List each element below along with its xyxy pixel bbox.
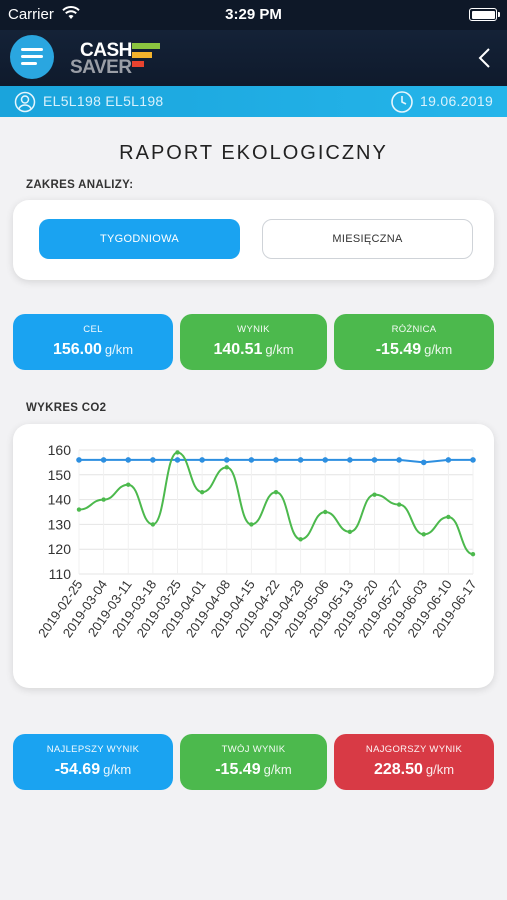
co2-chart-label: WYKRES CO2 (26, 402, 107, 414)
cash-saver-logo: CASH SAVER (70, 40, 170, 78)
status-bar: Carrier 3:29 PM (0, 0, 507, 30)
data-point-series-2 (76, 507, 82, 512)
data-point-series-2 (175, 450, 180, 455)
y-tick-label: 110 (49, 566, 72, 582)
data-point-series-2 (396, 502, 402, 507)
data-point-series-2 (298, 537, 303, 542)
logo-text-saver: SAVER (70, 57, 132, 78)
data-point-series-1 (100, 457, 107, 463)
report-date: 19.06.2019 (420, 93, 494, 109)
your-result-label: TWÓJ WYNIK (221, 744, 286, 755)
best-result-unit: g/km (103, 762, 132, 777)
app-header: CASH SAVER (0, 30, 507, 86)
difference-unit: g/km (424, 342, 453, 357)
best-result-label: NAJLEPSZY WYNIK (46, 744, 140, 755)
target-label: CEL (83, 324, 103, 335)
data-point-series-1 (470, 457, 476, 463)
series-line-2 (78, 451, 474, 556)
data-point-series-1 (445, 457, 452, 463)
monthly-button[interactable]: MIESIĘCZNA (262, 219, 473, 259)
menu-button[interactable] (10, 35, 54, 79)
logo-flag-icon (132, 43, 160, 67)
best-result-value: -54.69 (54, 761, 101, 778)
y-tick-label: 130 (48, 516, 72, 532)
data-point-series-2 (249, 522, 254, 527)
difference-value: -15.49 (375, 341, 422, 358)
user-id: EL5L198 EL5L198 (43, 93, 164, 109)
difference-stat-card: RÓŻNICA -15.49 g/km (334, 314, 494, 370)
y-tick-label: 120 (48, 541, 72, 557)
data-point-series-2 (224, 465, 229, 470)
co2-line-chart: 1101201301401501602019-02-252019-03-0420… (35, 442, 479, 640)
result-value: 140.51 (213, 341, 263, 358)
data-point-series-1 (420, 459, 427, 466)
chevron-left-icon (478, 48, 490, 68)
y-tick-label: 150 (48, 467, 72, 483)
target-stat-card: CEL 156.00 g/km (13, 314, 173, 370)
data-point-series-1 (125, 457, 132, 463)
y-tick-label: 160 (48, 442, 72, 458)
data-point-series-1 (76, 457, 82, 463)
worst-result-label: NAJGORSZY WYNIK (365, 744, 463, 755)
data-point-series-1 (174, 457, 181, 463)
user-icon (14, 91, 36, 116)
your-result-value: -15.49 (215, 761, 261, 778)
data-point-series-2 (446, 514, 451, 520)
worst-result-card: NAJGORSZY WYNIK 228.50 g/km (334, 734, 494, 790)
clock-time: 3:29 PM (225, 6, 282, 23)
best-result-card: NAJLEPSZY WYNIK -54.69 g/km (13, 734, 173, 790)
data-point-series-2 (273, 489, 279, 495)
analysis-range-label: ZAKRES ANALIZY: (26, 179, 134, 191)
analysis-range-card: TYGODNIOWA MIESIĘCZNA (13, 200, 494, 280)
y-tick-label: 140 (48, 492, 72, 508)
co2-chart-card (13, 424, 494, 688)
hamburger-icon (21, 48, 43, 51)
data-point-series-1 (371, 457, 378, 463)
back-button[interactable] (475, 46, 495, 70)
data-point-series-2 (347, 529, 353, 535)
data-point-series-1 (199, 457, 205, 463)
target-value: 156.00 (52, 341, 102, 358)
data-point-series-2 (126, 482, 131, 487)
data-point-series-2 (150, 522, 156, 527)
data-point-series-1 (347, 457, 353, 463)
data-point-series-2 (421, 532, 426, 537)
weekly-button[interactable]: TYGODNIOWA (39, 219, 240, 259)
data-point-series-2 (470, 551, 476, 557)
data-point-series-2 (199, 489, 205, 495)
data-point-series-1 (223, 457, 230, 463)
difference-label: RÓŻNICA (391, 324, 437, 335)
carrier-label: Carrier (8, 6, 54, 23)
wifi-icon (62, 6, 80, 24)
data-point-series-1 (273, 457, 279, 463)
data-point-series-2 (372, 492, 377, 497)
data-point-series-2 (101, 497, 106, 502)
result-label: WYNIK (237, 324, 270, 335)
your-result-card: TWÓJ WYNIK -15.49 g/km (180, 734, 327, 790)
data-point-series-1 (322, 457, 329, 463)
data-point-series-1 (297, 457, 304, 463)
your-result-unit: g/km (263, 762, 292, 777)
worst-result-unit: g/km (425, 762, 455, 777)
clock-icon (390, 90, 414, 117)
user-info-bar: EL5L198 EL5L198 19.06.2019 (0, 86, 507, 117)
logo-text-cash: CASH (80, 40, 132, 61)
result-stat-card: WYNIK 140.51 g/km (180, 314, 327, 370)
battery-icon (469, 8, 500, 21)
worst-result-value: 228.50 (373, 761, 423, 778)
data-point-series-1 (150, 457, 156, 463)
page-title: RAPORT EKOLOGICZNY (119, 142, 388, 164)
data-point-series-1 (396, 457, 402, 463)
target-unit: g/km (104, 342, 134, 357)
data-point-series-1 (248, 457, 255, 463)
data-point-series-2 (323, 509, 328, 515)
result-unit: g/km (265, 342, 294, 357)
